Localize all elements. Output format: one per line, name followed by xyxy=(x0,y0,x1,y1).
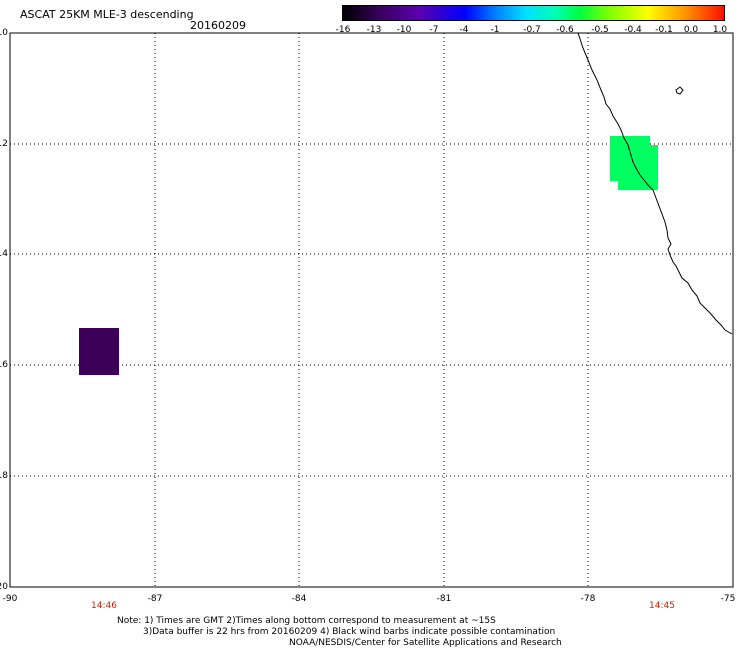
map-title: ASCAT 25KM MLE-3 descending xyxy=(20,8,194,21)
lat-label: -12 xyxy=(0,139,8,149)
note-line-2: 3)Data buffer is 22 hrs from 20160209 4)… xyxy=(143,627,556,637)
lon-label: -90 xyxy=(2,594,18,604)
colorbar-label: -0.7 xyxy=(523,25,541,35)
plot-frame xyxy=(9,32,734,588)
colorbar-label: -7 xyxy=(429,25,439,35)
lat-label: -18 xyxy=(0,471,8,481)
grid-lines xyxy=(10,33,733,587)
island-outline xyxy=(675,86,684,95)
lon-label: -87 xyxy=(147,594,163,604)
lat-label: -14 xyxy=(0,249,8,259)
lon-label: -84 xyxy=(291,594,307,604)
map-date: 20160209 xyxy=(190,19,246,32)
colorbar-label: -16 xyxy=(335,25,351,35)
colorbar xyxy=(342,5,725,21)
colorbar-label: -1 xyxy=(490,25,500,35)
colorbar-label: -0.5 xyxy=(591,25,609,35)
credit-line: NOAA/NESDIS/Center for Satellite Applica… xyxy=(289,638,562,648)
colorbar-label: -10 xyxy=(396,25,412,35)
coastline xyxy=(577,32,733,335)
note-line-1: Note: 1) Times are GMT 2)Times along bot… xyxy=(117,616,496,626)
lat-label: -20 xyxy=(0,582,8,592)
lon-label: -75 xyxy=(720,594,736,604)
time-label: 14:46 xyxy=(91,601,117,611)
lat-label: -16 xyxy=(0,360,8,370)
lat-label: -10 xyxy=(0,28,8,38)
data-cell-purple xyxy=(79,328,119,375)
colorbar-label: -0.6 xyxy=(556,25,574,35)
lon-label: -81 xyxy=(436,594,452,604)
colorbar-label: -4 xyxy=(459,25,469,35)
colorbar-label: 1.0 xyxy=(712,25,728,35)
colorbar-label: -13 xyxy=(366,25,382,35)
time-label: 14:45 xyxy=(649,601,675,611)
colorbar-label: 0.0 xyxy=(683,25,699,35)
colorbar-label: -0.1 xyxy=(655,25,673,35)
lon-label: -78 xyxy=(580,594,596,604)
colorbar-label: -0.4 xyxy=(624,25,642,35)
